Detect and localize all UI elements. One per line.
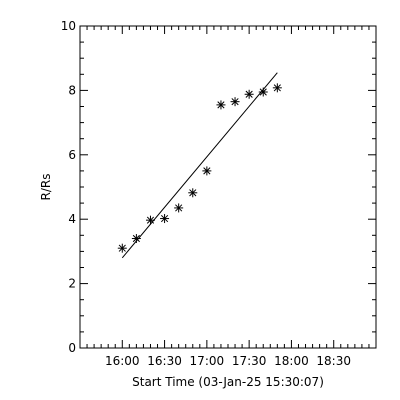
y-tick-label: 10 xyxy=(61,19,76,33)
x-tick-label: 16:00 xyxy=(105,354,140,368)
x-axis-label: Start Time (03-Jan-25 15:30:07) xyxy=(132,375,324,389)
data-point xyxy=(258,87,268,97)
y-tick-label: 8 xyxy=(68,83,76,97)
data-point xyxy=(131,234,141,244)
y-tick-label: 2 xyxy=(68,277,76,291)
x-tick-label: 18:30 xyxy=(316,354,351,368)
data-point xyxy=(188,188,198,198)
data-point xyxy=(202,166,212,176)
y-axis-label: R/Rs xyxy=(39,174,53,201)
data-point xyxy=(244,89,254,99)
y-tick-label: 0 xyxy=(68,341,76,355)
data-point xyxy=(216,100,226,110)
data-point xyxy=(117,243,127,253)
y-tick-label: 4 xyxy=(68,212,76,226)
y-axis-ticks xyxy=(80,25,376,349)
x-tick-label: 16:30 xyxy=(147,354,182,368)
fit-line xyxy=(121,72,278,259)
data-point xyxy=(145,215,155,225)
y-tick-label: 6 xyxy=(68,148,76,162)
data-point xyxy=(272,83,282,93)
x-tick-label: 17:00 xyxy=(190,354,225,368)
x-tick-label: 18:00 xyxy=(274,354,309,368)
x-axis-ticks xyxy=(86,26,370,348)
plot-frame xyxy=(79,25,377,349)
y-axis-tick-labels: 0 2 4 6 8 10 xyxy=(61,19,76,355)
data-point xyxy=(230,97,240,107)
data-point xyxy=(174,203,184,213)
x-axis-tick-labels: 16:00 16:30 17:00 17:30 18:00 18:30 xyxy=(105,354,351,368)
x-tick-label: 17:30 xyxy=(232,354,267,368)
data-points xyxy=(117,83,282,253)
data-point xyxy=(160,214,170,224)
